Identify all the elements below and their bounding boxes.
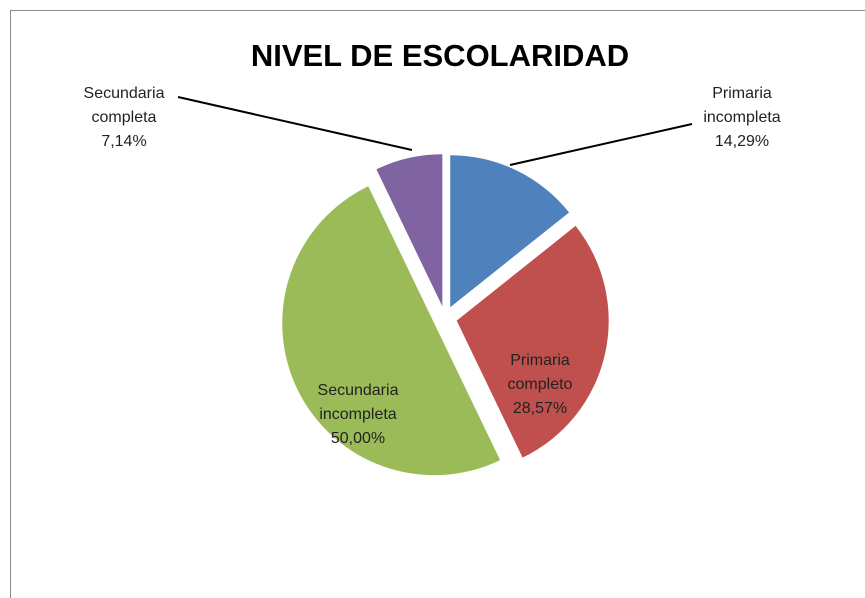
data-label: Primaria completo 28,57%: [485, 349, 595, 421]
value-label: 14,29%: [714, 133, 770, 150]
category-label: Secundaria incompleta: [317, 382, 399, 423]
pie-slice: [456, 225, 609, 458]
data-label: Primaria incompleta 14,29%: [687, 82, 797, 154]
data-label: Secundaria completa 7,14%: [69, 82, 179, 154]
frame: [10, 10, 865, 598]
value-label: 50,00%: [330, 430, 386, 447]
category-label: Primaria completo: [507, 352, 573, 393]
leader-line: [509, 123, 693, 166]
pie-slice: [450, 155, 570, 308]
category-label: Primaria incompleta: [703, 85, 781, 126]
chart-title: NIVEL DE ESCOLARIDAD: [251, 38, 629, 73]
pie-slice: [282, 186, 501, 476]
pie-slice: [376, 154, 443, 307]
data-label: Secundaria incompleta 50,00%: [303, 379, 413, 451]
value-label: 7,14%: [101, 133, 147, 150]
category-label: Secundaria completa: [83, 85, 165, 126]
value-label: 28,57%: [512, 400, 568, 417]
leader-line: [177, 96, 413, 151]
